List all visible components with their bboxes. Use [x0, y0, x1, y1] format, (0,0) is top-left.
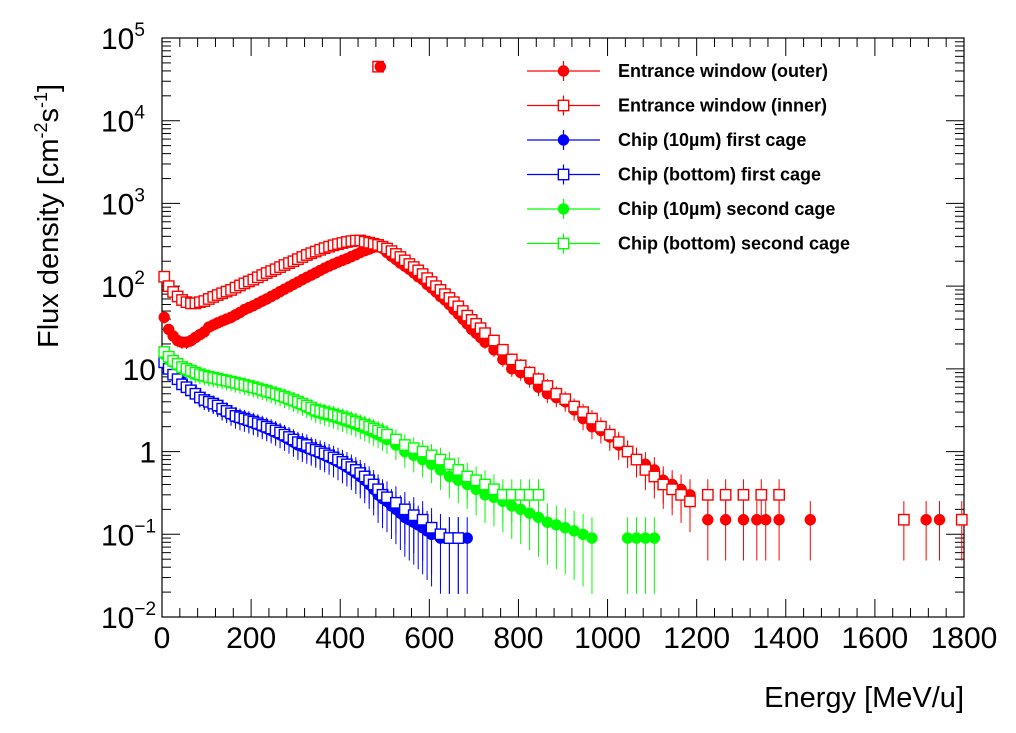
y-tick-label: 10: [123, 354, 156, 387]
legend-marker: [557, 134, 570, 146]
data-point: [603, 428, 616, 441]
x-tick-label: 1000: [574, 622, 641, 655]
legend-entry: Entrance window (outer): [527, 61, 828, 81]
x-tick-label: 0: [154, 622, 171, 655]
data-point: [586, 412, 598, 425]
x-tick-label: 200: [226, 622, 276, 655]
x-tick-label: 1800: [931, 622, 998, 655]
legend-label: Chip (10µm) first cage: [618, 130, 806, 150]
y-axis-title: Flux density [cm-2s-1]: [31, 84, 65, 348]
plot-area-border: [161, 37, 965, 618]
y-tick-label: 1: [139, 437, 156, 470]
data-point: [479, 327, 491, 340]
legend-marker: [557, 237, 570, 250]
data-point: [559, 393, 572, 406]
y-axis-title-exp1: -2: [31, 122, 51, 138]
legend-marker: [557, 168, 570, 181]
y-axis-title-exp2: -1: [31, 92, 51, 108]
x-tick-label: 1400: [752, 622, 819, 655]
legend-label: Entrance window (inner): [618, 96, 827, 116]
data-point: [920, 514, 932, 526]
series-1: [158, 234, 968, 561]
data-point: [586, 532, 598, 544]
data-point: [452, 532, 465, 544]
data-point: [773, 488, 785, 501]
legend-label: Entrance window (outer): [618, 61, 828, 81]
y-axis-title-main: Flux density [cm: [33, 139, 65, 349]
data-point: [648, 470, 661, 483]
x-tick-label: 800: [493, 622, 543, 655]
y-tick-label: 10−2: [101, 599, 156, 635]
x-axis-title: Energy [MeV/u]: [764, 682, 964, 714]
isolated-data-point: [374, 60, 387, 73]
y-tick-label: 10−1: [101, 516, 156, 552]
legend-entry: Chip (10µm) second cage: [527, 199, 835, 219]
x-tick-label: 400: [315, 622, 365, 655]
data-point: [514, 359, 527, 372]
data-point: [804, 514, 816, 526]
data-point: [701, 488, 714, 501]
y-axis-title-mid: s: [33, 108, 65, 123]
data-point: [955, 513, 968, 526]
data-point: [684, 495, 696, 508]
data-point: [621, 445, 634, 458]
data-point: [577, 406, 589, 419]
data-point: [612, 436, 625, 449]
series-layer: [158, 234, 968, 594]
x-tick-label: 600: [404, 622, 454, 655]
data-point: [675, 488, 687, 501]
data-point: [390, 496, 402, 509]
data-point: [505, 353, 518, 366]
x-axis-ticks: 0 200 400 600 800 1000 1200 1400 1600 1800: [154, 38, 998, 655]
y-tick-label: 104: [101, 103, 145, 139]
data-point: [737, 488, 750, 501]
y-tick-label: 102: [101, 268, 145, 304]
legend-marker: [557, 203, 570, 215]
data-point: [639, 464, 652, 476]
data-point: [541, 380, 554, 392]
y-axis-title-end: ]: [33, 84, 65, 92]
legend-entry: Chip (bottom) first cage: [527, 164, 821, 185]
data-point: [532, 488, 545, 501]
y-tick-label: 105: [101, 20, 145, 56]
data-point: [452, 464, 465, 476]
data-point: [755, 488, 768, 501]
x-tick-label: 1600: [842, 622, 909, 655]
plot-frame: [161, 37, 965, 618]
data-point: [523, 366, 536, 379]
data-point: [158, 311, 170, 324]
data-point: [719, 488, 732, 501]
y-tick-label: 103: [101, 185, 145, 221]
legend-label: Chip (bottom) second cage: [618, 234, 850, 254]
legend-marker: [557, 99, 570, 112]
legend-label: Chip (10µm) second cage: [618, 199, 835, 219]
series-5: [158, 345, 545, 523]
data-point: [488, 334, 500, 347]
data-point: [760, 514, 772, 526]
legend-entry: Entrance window (inner): [527, 95, 827, 116]
annotation-layer: [372, 60, 387, 73]
legend-label: Chip (bottom) first cage: [618, 165, 821, 185]
data-point: [933, 514, 946, 526]
data-point: [630, 453, 643, 466]
legend-entry: Chip (bottom) second cage: [527, 233, 850, 254]
data-point: [594, 420, 607, 433]
legend-entry: Chip (10µm) first cage: [527, 130, 806, 150]
legend: Entrance window (outer) Entrance window (…: [527, 61, 850, 254]
data-point: [416, 513, 429, 526]
data-point: [897, 513, 910, 526]
data-point: [648, 532, 661, 544]
x-tick-label: 1200: [663, 622, 730, 655]
legend-marker: [557, 65, 570, 77]
data-point: [532, 373, 545, 386]
data-point: [425, 521, 438, 534]
data-point: [496, 343, 509, 356]
series-2: [158, 350, 473, 594]
